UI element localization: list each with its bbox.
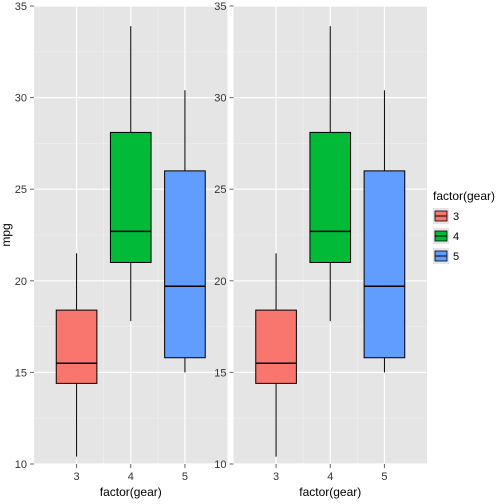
- y-tick-label: 20: [15, 276, 27, 288]
- y-tick-label: 35: [214, 1, 226, 13]
- box: [110, 132, 151, 262]
- legend-label: 3: [453, 211, 459, 223]
- legend-label: 5: [453, 251, 459, 263]
- x-tick-label: 3: [273, 471, 279, 483]
- y-tick-label: 25: [15, 184, 27, 196]
- x-axis-title: factor(gear): [100, 485, 162, 499]
- box: [165, 171, 206, 358]
- x-tick-label: 5: [381, 471, 387, 483]
- x-tick-label: 3: [74, 471, 80, 483]
- legend: factor(gear) 3 4 5: [433, 189, 495, 264]
- x-axis-title: factor(gear): [299, 485, 361, 499]
- y-axis-title: mpg: [0, 223, 13, 246]
- y-tick-label: 10: [15, 459, 27, 471]
- y-tick-label: 35: [15, 1, 27, 13]
- x-tick-label: 4: [327, 471, 333, 483]
- x-tick-label: 4: [128, 471, 134, 483]
- boxplot-figure: 345factor(gear)101520253035345factor(gea…: [0, 0, 504, 504]
- y-tick-label: 20: [214, 276, 226, 288]
- box: [310, 132, 351, 262]
- y-tick-label: 30: [214, 93, 226, 105]
- x-tick-label: 5: [182, 471, 188, 483]
- y-tick-label: 10: [214, 459, 226, 471]
- legend-label: 4: [453, 231, 459, 243]
- box: [256, 310, 297, 383]
- y-tick-label: 15: [214, 367, 226, 379]
- legend-title: factor(gear): [433, 189, 495, 203]
- box: [364, 171, 405, 358]
- y-tick-label: 30: [15, 93, 27, 105]
- box: [56, 310, 97, 383]
- y-tick-label: 25: [214, 184, 226, 196]
- y-tick-label: 15: [15, 367, 27, 379]
